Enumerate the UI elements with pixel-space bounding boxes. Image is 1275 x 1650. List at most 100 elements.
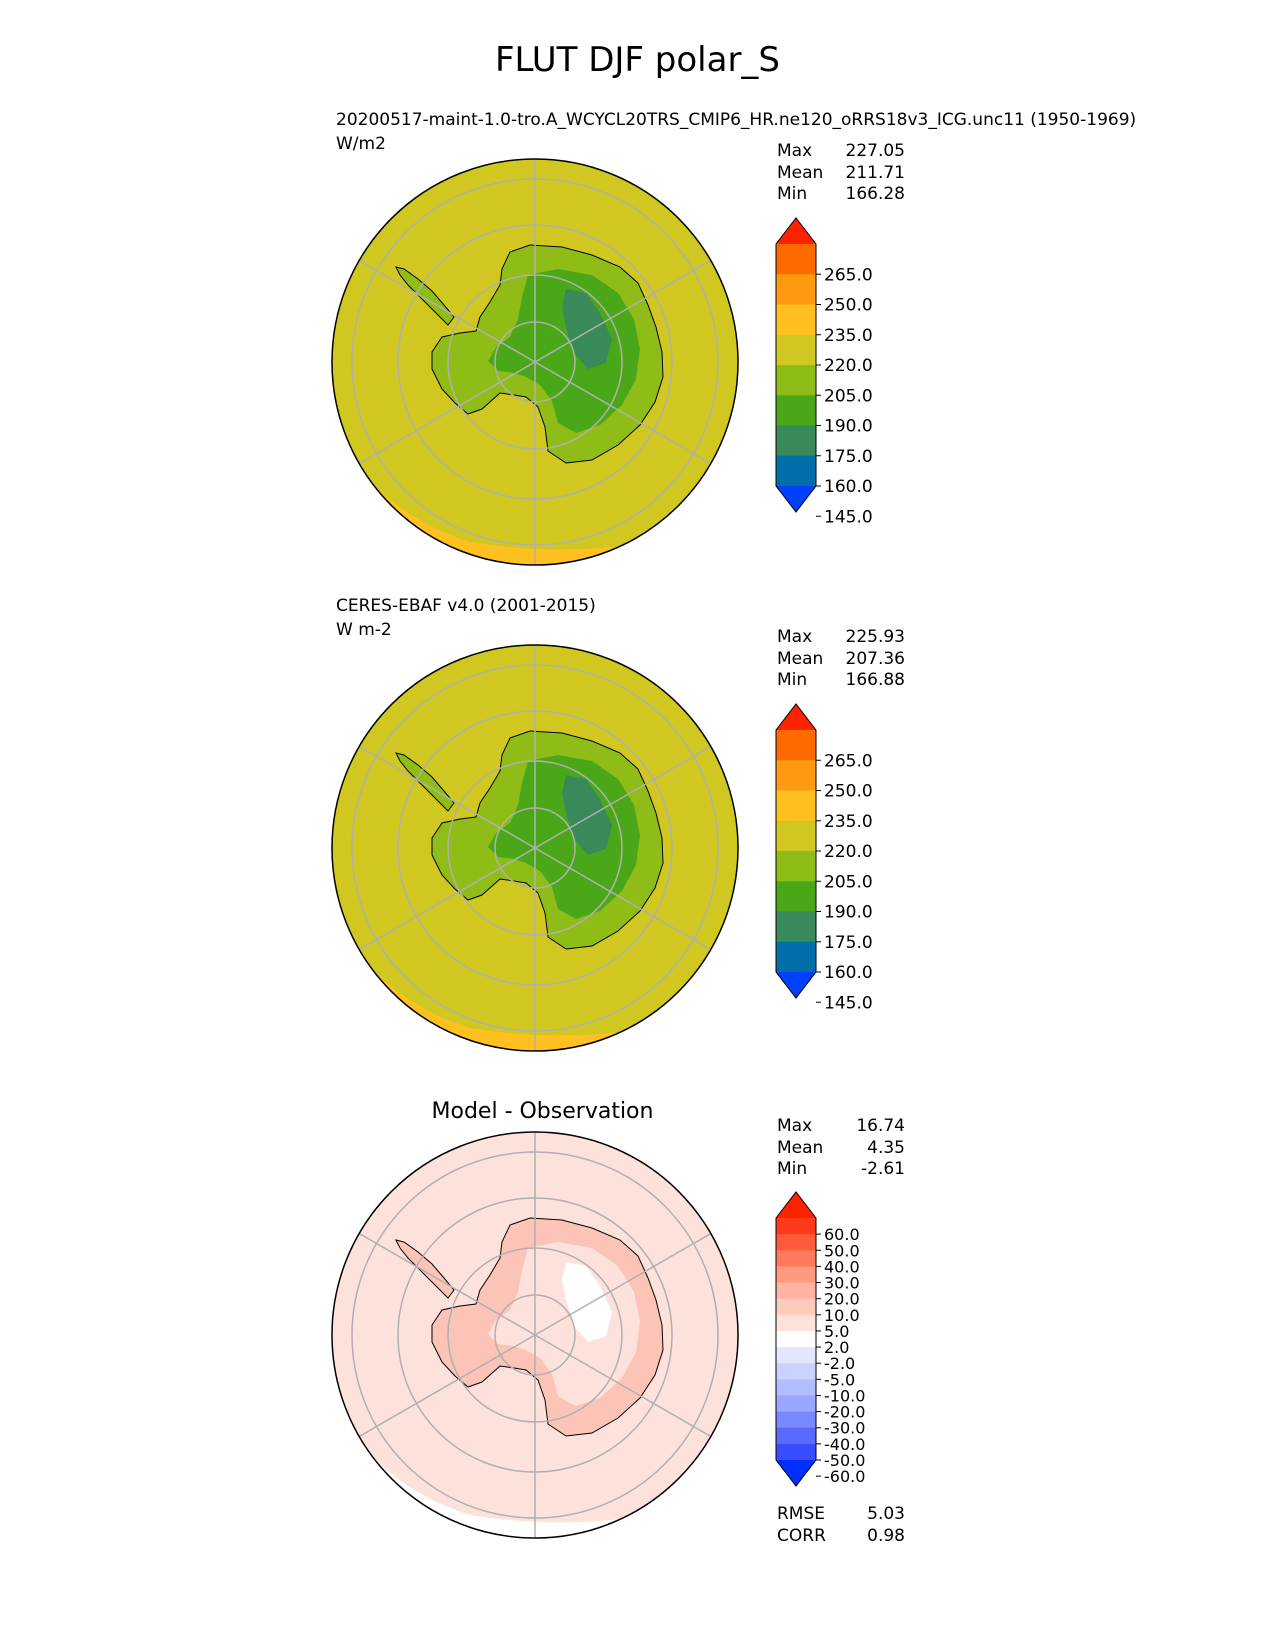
stat-label: Min — [777, 184, 808, 204]
colorbar-tick-label: 10.0 — [824, 1306, 860, 1325]
panel2-colorbar: 265.0 250.0 235.0 220.0 205.0 190.0 175.0 160.0… — [775, 703, 873, 1013]
colorbar-tick-label: 220.0 — [824, 356, 873, 376]
core-field — [488, 269, 640, 433]
stat-label: Max — [777, 141, 813, 161]
peninsula-field — [396, 267, 454, 325]
colorbar-extend-min — [776, 972, 816, 998]
deep-field — [562, 1262, 612, 1342]
colorbar-tick-label: 5.0 — [824, 1322, 849, 1341]
colorbar-tick-label: -60.0 — [824, 1467, 865, 1486]
colorbar-tick-label: 250.0 — [824, 782, 873, 802]
panel3-stat-max: Max 16.74 — [777, 1116, 905, 1138]
panel2-stat-mean: Mean 207.36 — [777, 649, 905, 671]
map-boundary — [331, 158, 739, 566]
colorbar-tick-label: -40.0 — [824, 1435, 865, 1454]
stat-value: 227.05 — [845, 141, 905, 161]
panel3-polar-map — [331, 1131, 739, 1539]
colorbar-segment — [776, 455, 816, 487]
meridian-line — [358, 1334, 536, 1438]
colorbar-segment — [776, 820, 816, 852]
colorbar-tick-label: -50.0 — [824, 1451, 865, 1470]
peninsula-coastline — [395, 1239, 455, 1299]
meridian-line — [358, 361, 536, 465]
stat-label: Mean — [777, 162, 824, 183]
colorbar-tick-label: 190.0 — [824, 417, 873, 437]
colorbar-segment — [776, 790, 816, 822]
colorbar-segment — [776, 1330, 816, 1348]
colorbar-segment — [776, 760, 816, 791]
colorbar-segment — [776, 1282, 816, 1300]
colorbar-tick-label: 2.0 — [824, 1338, 849, 1357]
map-boundary — [331, 644, 739, 1052]
graticule — [351, 1132, 719, 1538]
graticule — [351, 159, 719, 565]
panel2-polar-map — [331, 644, 739, 1052]
stat-value: 207.36 — [845, 648, 905, 669]
panel1-stat-max: Max 227.05 — [777, 141, 905, 163]
panel3-stats: Max 16.74 Mean 4.35 Min -2.61 — [777, 1116, 905, 1181]
stat-value: 4.35 — [867, 1137, 905, 1158]
graticule — [351, 645, 719, 1051]
meridian-line — [358, 745, 536, 849]
colorbar-segment — [776, 851, 816, 882]
colorbar-segment — [776, 425, 816, 457]
colorbar-tick-label: -30.0 — [824, 1419, 865, 1438]
stat-label: Max — [777, 1116, 813, 1136]
colorbar-extend-min — [776, 486, 816, 512]
meridian-line — [534, 1232, 712, 1336]
colorbar-segment — [776, 1411, 816, 1429]
stat-value: -2.61 — [861, 1159, 905, 1179]
colorbar-segment — [776, 911, 816, 943]
colorbar-tick-label: 20.0 — [824, 1290, 860, 1309]
colorbar-tick-label: 40.0 — [824, 1257, 860, 1276]
colorbar-segment — [776, 1379, 816, 1396]
panel1-polar-map — [331, 158, 739, 566]
deep-field — [562, 775, 612, 855]
colorbar-segment — [776, 730, 816, 761]
colorbar-tick-label: 175.0 — [824, 933, 873, 953]
panel2-stat-max: Max 225.93 — [777, 627, 905, 649]
peninsula-field — [396, 1240, 454, 1298]
colorbar-tick-label: 160.0 — [824, 963, 873, 983]
stat-label: Min — [777, 670, 808, 690]
map-boundary — [331, 1131, 739, 1539]
panel3-colorbar: 60.050.040.030.020.010.05.02.0-2.0-5.0-1… — [775, 1191, 865, 1487]
colorbar-segment — [776, 1234, 816, 1251]
meridian-line — [534, 1334, 712, 1438]
peninsula-coastline — [395, 752, 455, 812]
panel1-stats: Max 227.05 Mean 211.71 Min 166.28 — [777, 141, 905, 206]
colorbar-tick-label: 265.0 — [824, 751, 873, 771]
stat-label: Min — [777, 1159, 808, 1179]
colorbar-segment — [776, 274, 816, 305]
deep-field — [562, 289, 612, 369]
panel1-units: W/m2 — [336, 134, 386, 154]
colorbar-segment — [776, 881, 816, 912]
panel3-metric-corr: CORR 0.98 — [777, 1526, 905, 1548]
panel2-units: W m-2 — [336, 620, 392, 640]
colorbar-tick-label: -2.0 — [824, 1354, 855, 1373]
colorbar-extend-max — [776, 1192, 816, 1218]
colorbar-extend-min — [776, 1460, 816, 1486]
meridian-line — [534, 745, 712, 849]
colorbar-segment — [776, 1395, 816, 1413]
colorbar-segment — [776, 941, 816, 973]
colorbar-tick-label: -20.0 — [824, 1403, 865, 1422]
panel3-stat-mean: Mean 4.35 — [777, 1138, 905, 1160]
panel1-stat-mean: Mean 211.71 — [777, 163, 905, 185]
meridian-line — [358, 847, 536, 951]
figure-title: FLUT DJF polar_S — [494, 40, 781, 80]
stat-label: Mean — [777, 648, 824, 669]
colorbar-tick-label: 160.0 — [824, 477, 873, 497]
panel2-title: CERES-EBAF v4.0 (2001-2015) — [336, 596, 596, 616]
core-field — [488, 1242, 640, 1406]
stat-value: 211.71 — [845, 162, 905, 183]
colorbar-tick-label: -5.0 — [824, 1370, 855, 1389]
colorbar-tick-label: 60.0 — [824, 1225, 860, 1244]
colorbar-segment — [776, 1314, 816, 1332]
colorbar-tick-label: 205.0 — [824, 386, 873, 406]
meridian-line — [358, 259, 536, 363]
coastline — [431, 1217, 664, 1437]
stat-value: 225.93 — [845, 627, 905, 647]
colorbar-segment — [776, 1218, 816, 1235]
colorbar-segment — [776, 1266, 816, 1284]
